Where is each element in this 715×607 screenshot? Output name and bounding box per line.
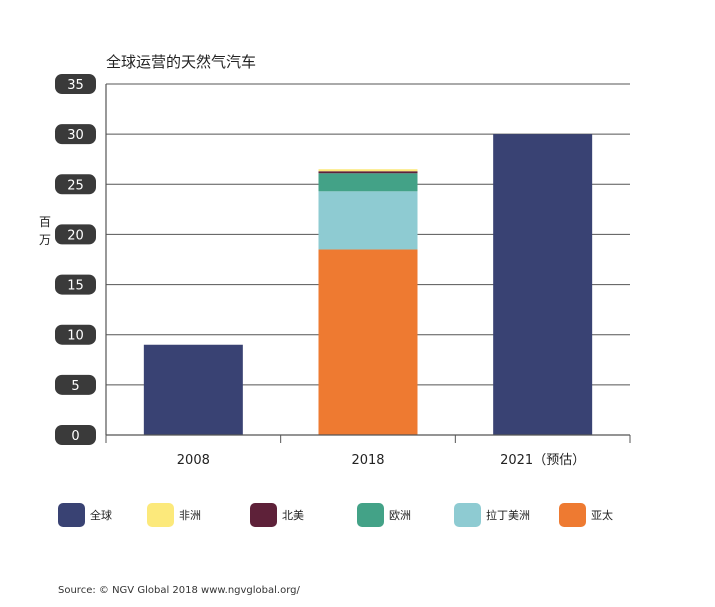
legend-swatch — [147, 503, 174, 527]
legend-swatch — [58, 503, 85, 527]
x-tick-label: 2021（预估） — [500, 453, 585, 468]
legend-swatch — [250, 503, 277, 527]
bar — [318, 171, 418, 174]
bar — [318, 191, 418, 250]
y-tick-label: 35 — [67, 78, 84, 93]
bar — [318, 173, 418, 192]
y-tick-pill — [55, 174, 96, 195]
y-tick-pill — [55, 74, 96, 94]
source-note: Source: © NGV Global 2018 www.ngvglobal.… — [58, 585, 301, 596]
bar — [143, 344, 243, 435]
y-tick-label: 30 — [67, 128, 84, 143]
y-tick-label: 15 — [67, 279, 84, 294]
y-tick-label: 0 — [71, 429, 79, 444]
y-tick-label: 10 — [67, 329, 84, 344]
y-tick-pill — [55, 224, 96, 245]
y-tick-pill — [55, 425, 96, 445]
legend-swatch — [454, 503, 481, 527]
y-tick-label: 20 — [67, 228, 84, 243]
y-axis-label: 百万 — [39, 215, 51, 247]
legend-label: 欧洲 — [389, 509, 411, 522]
y-tick-label: 5 — [71, 379, 79, 394]
x-tick-label: 2008 — [177, 453, 210, 468]
legend-label: 拉丁美洲 — [486, 508, 530, 522]
x-tick-label: 2018 — [351, 453, 384, 468]
legend-label: 非洲 — [179, 509, 201, 522]
y-tick-pill — [55, 374, 96, 395]
y-tick-label: 25 — [67, 178, 84, 193]
legend-label: 北美 — [282, 509, 304, 522]
legend-label: 亚太 — [591, 509, 613, 522]
bar — [318, 169, 418, 172]
y-axis: 0 5 10 15 20 25 30 35 — [55, 74, 107, 445]
y-axis-label-char: 百 — [39, 215, 51, 229]
bar — [493, 134, 593, 435]
y-tick-pill — [55, 324, 96, 345]
legend-swatch — [559, 503, 586, 527]
y-tick-pill — [55, 274, 96, 295]
legend: 全球 非洲 北美 欧洲 拉丁美洲 亚太 — [58, 503, 613, 527]
chart-title: 全球运营的天然气汽车 — [106, 53, 256, 71]
bar — [318, 249, 418, 435]
y-axis-label-char: 万 — [39, 233, 51, 247]
legend-label: 全球 — [90, 508, 112, 522]
legend-swatch — [357, 503, 384, 527]
x-axis: 2008 2018 2021（预估） — [105, 434, 631, 468]
bars — [143, 134, 593, 435]
y-tick-pill — [55, 124, 96, 145]
